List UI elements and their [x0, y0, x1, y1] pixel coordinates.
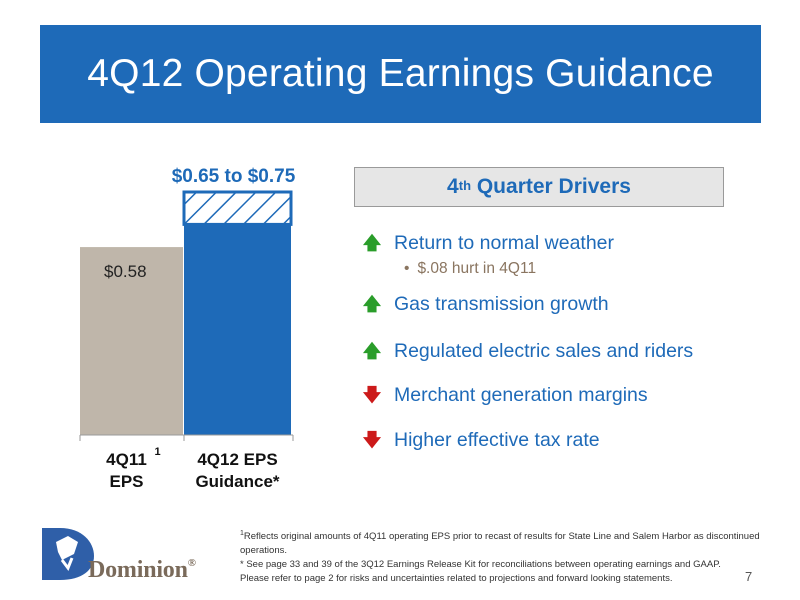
footnote-3: Please refer to page 2 for risks and unc… [240, 573, 673, 585]
footnote-1: 1Reflects original amounts of 4Q11 opera… [240, 527, 760, 558]
logo-name: Dominion [88, 557, 188, 583]
drivers-heading-ordinal: th [458, 177, 472, 193]
data-label-4q12: $0.65 to $0.75 [172, 166, 296, 187]
driver-label: Higher effective tax rate [394, 429, 600, 451]
title-bar: 4Q12 Operating Earnings Guidance [40, 25, 761, 123]
footnote-2: * See page 33 and 39 of the 3Q12 Earning… [240, 559, 721, 571]
driver-label: Gas transmission growth [394, 293, 609, 315]
footnote-1-text: Reflects original amounts of 4Q11 operat… [240, 531, 760, 557]
logo-mark-icon [42, 528, 94, 580]
page-number: 7 [745, 569, 753, 584]
footnotes: 1Reflects original amounts of 4Q11 opera… [240, 527, 760, 586]
category-label-guidance: Guidance* [195, 472, 279, 491]
sub-bullet-text: $.08 hurt in 4Q11 [417, 260, 537, 277]
registered-mark: ® [187, 557, 196, 569]
slide-title: 4Q12 Operating Earnings Guidance [87, 52, 714, 95]
sub-bullet: • $.08 hurt in 4Q11 [404, 260, 536, 278]
bar-4q12-guidance-low [184, 224, 291, 435]
driver-label: Regulated electric sales and riders [394, 340, 694, 362]
category-label-4q12: 4Q12 EPS [197, 450, 277, 469]
footnote-marker: 1 [240, 530, 244, 537]
driver-label: Return to normal weather [394, 232, 615, 254]
category-footnote-marker: 1 [155, 446, 161, 458]
drivers-heading-text: Quarter Drivers [471, 175, 631, 198]
down-arrow-icon: 🡇 [362, 430, 382, 450]
bullet-marker: • [404, 260, 410, 277]
drivers-heading-number: 4 [447, 175, 459, 198]
list-item: 🡇 Higher effective tax rate [360, 427, 600, 453]
up-arrow-icon: 🡅 [362, 341, 382, 361]
driver-label: Merchant generation margins [394, 384, 648, 406]
dominion-logo: Dominion® [38, 520, 218, 590]
bar-4q11-eps [80, 247, 183, 435]
logo-wordmark: Dominion® [88, 557, 196, 584]
list-item: 🡅 Gas transmission growth [360, 291, 609, 317]
up-arrow-icon: 🡅 [362, 233, 382, 253]
data-label-4q11: $0.58 [104, 262, 147, 281]
up-arrow-icon: 🡅 [362, 294, 382, 314]
list-item: 🡅 Regulated electric sales and riders [360, 338, 693, 364]
category-label-4q11-eps: EPS [109, 472, 143, 491]
down-arrow-icon: 🡇 [362, 385, 382, 405]
list-item: 🡇 Merchant generation margins [360, 382, 648, 408]
bar-4q12-guidance-range [182, 190, 293, 226]
eps-chart: $0.58 $0.65 to $0.75 4Q11 1 EPS 4Q12 EPS… [79, 166, 296, 491]
list-item: 🡅 Return to normal weather • $.08 hurt in… [360, 230, 615, 277]
category-label-4q11: 4Q11 [106, 450, 147, 469]
